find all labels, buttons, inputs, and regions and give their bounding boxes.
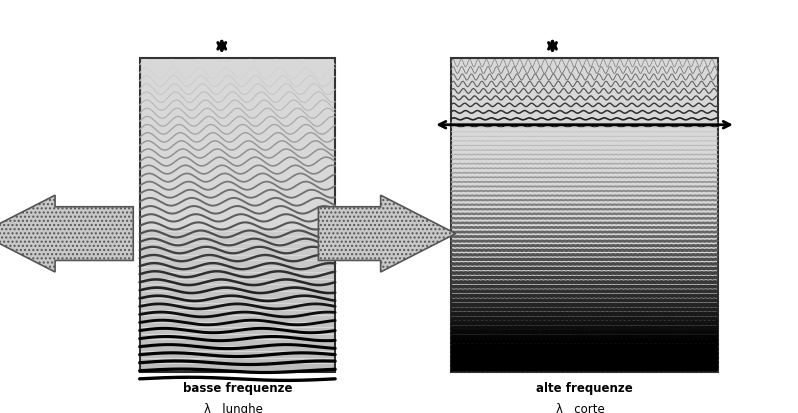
Polygon shape [318,195,456,272]
Text: alte frequenze: alte frequenze [536,382,633,395]
Polygon shape [0,195,133,272]
Text: λ   corte: λ corte [556,403,605,413]
Text: basse frequenze: basse frequenze [183,382,292,395]
Bar [140,58,335,372]
Text: λ   lunghe: λ lunghe [204,403,263,413]
Bar [451,58,718,372]
